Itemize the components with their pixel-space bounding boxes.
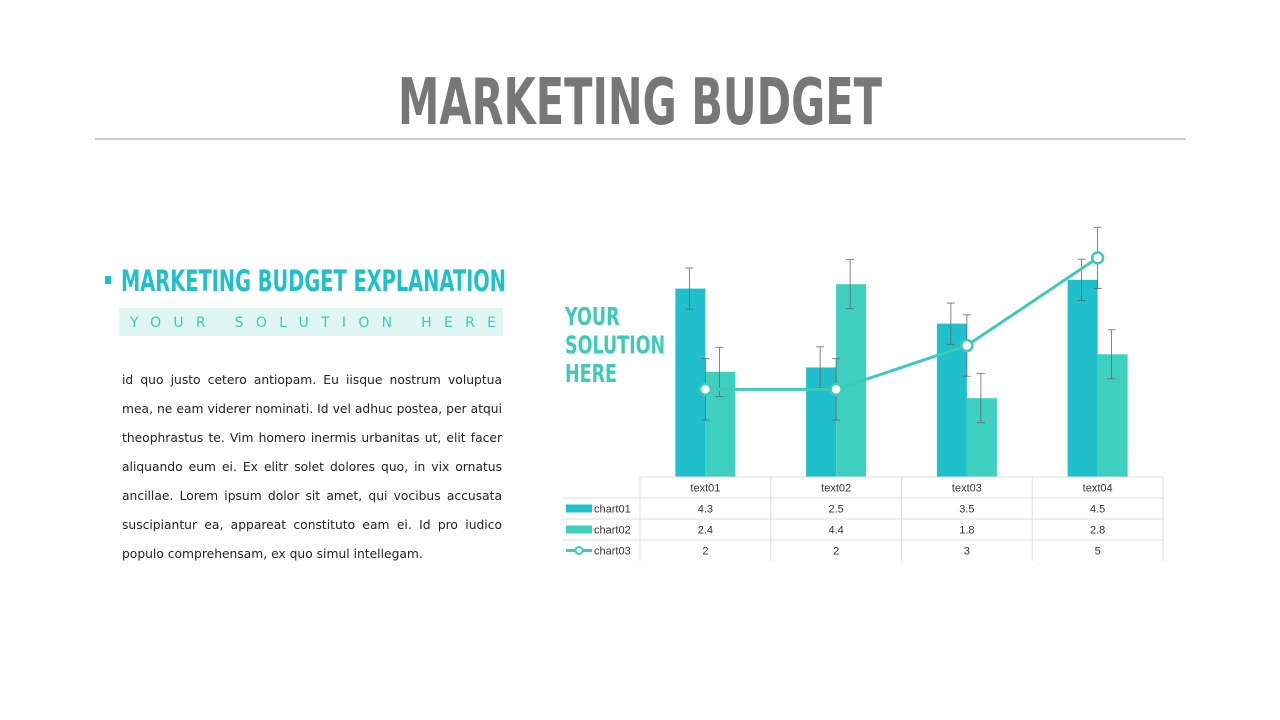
table-value: 2 [833,545,839,557]
table-header: text02 [821,482,851,494]
legend-label: chart01 [594,503,631,515]
bar [966,398,997,477]
bar [1097,354,1128,477]
table-value: 1.8 [959,524,974,536]
table-value: 2 [702,545,708,557]
slide-title: MARKETING BUDGET [398,66,882,140]
bar [675,288,706,477]
table-value: 4.3 [698,503,713,515]
legend-icon [566,504,592,513]
table-header: text04 [1083,482,1113,494]
table-value: 2.8 [1090,524,1105,536]
table-value: 4.4 [828,524,843,536]
line [705,256,1099,391]
bullet [105,276,111,284]
table-value: 4.5 [1090,503,1105,515]
table-value: 2.4 [698,524,713,536]
callout-line: HERE [565,360,617,389]
legend-label: chart03 [594,545,631,557]
table-value: 3.5 [959,503,974,515]
legend-icon [566,525,592,534]
table-header: text03 [952,482,982,494]
line-point [1090,251,1105,265]
line-point [960,338,974,353]
line-point [698,382,713,397]
table-value: 2.5 [828,503,843,515]
callout-line: YOUR [564,303,620,332]
legend-icon [574,546,584,555]
bar [806,367,837,477]
tagline-box [119,308,503,336]
body-text: id quo justo cetero antiopam. Eu iisque … [122,373,502,561]
table-header: text01 [690,482,720,494]
table-value: 3 [964,545,970,557]
bar [1067,279,1098,477]
legend-label: chart02 [594,524,631,536]
callout-line: SOLUTION [565,331,665,360]
section-heading: MARKETING BUDGET EXPLANATION [121,264,506,298]
table-value: 5 [1095,545,1101,557]
line-point [829,382,843,397]
